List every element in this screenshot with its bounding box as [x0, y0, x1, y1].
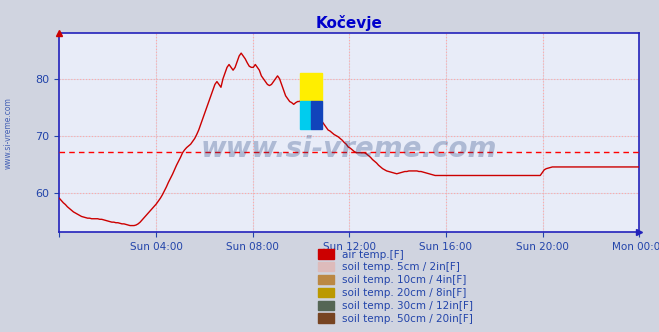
Bar: [300, 101, 311, 129]
Text: www.si-vreme.com: www.si-vreme.com: [201, 135, 498, 163]
Title: Kočevje: Kočevje: [316, 15, 383, 31]
Bar: [300, 73, 322, 101]
Text: www.si-vreme.com: www.si-vreme.com: [4, 97, 13, 169]
Legend: air temp.[F], soil temp. 5cm / 2in[F], soil temp. 10cm / 4in[F], soil temp. 20cm: air temp.[F], soil temp. 5cm / 2in[F], s…: [315, 246, 476, 327]
Bar: [311, 101, 322, 129]
